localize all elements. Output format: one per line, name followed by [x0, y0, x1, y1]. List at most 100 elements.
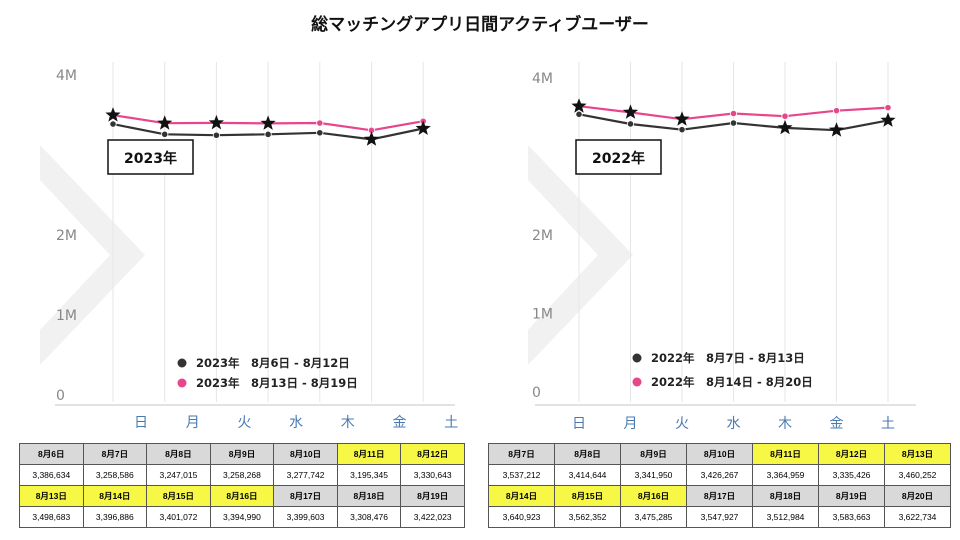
year-badge: 2023年: [124, 150, 177, 167]
value-cell: 3,401,072: [146, 506, 211, 528]
date-cell: 8月6日: [19, 443, 84, 465]
date-cell: 8月13日: [19, 485, 84, 507]
date-cell: 8月7日: [488, 443, 555, 465]
date-cell: 8月7日: [82, 443, 148, 465]
data-point: [316, 129, 324, 137]
legend-marker: [632, 377, 642, 387]
star-icon: [674, 111, 690, 126]
value-cell: 3,583,663: [818, 506, 885, 528]
value-cell: 3,460,252: [884, 464, 951, 486]
legend-marker: [177, 358, 187, 368]
date-cell: 8月14日: [488, 485, 555, 507]
date-cell: 8月17日: [686, 485, 753, 507]
value-cell: 3,414,644: [554, 464, 621, 486]
date-cell: 8月14日: [82, 485, 148, 507]
legend-marker: [177, 378, 187, 388]
date-cell: 8月12日: [400, 443, 465, 465]
x-tick-label: 火: [675, 416, 689, 432]
date-cell: 8月8日: [146, 443, 211, 465]
year-badge: 2022年: [592, 150, 645, 167]
value-cell: 3,308,476: [336, 506, 402, 528]
date-cell: 8月10日: [686, 443, 753, 465]
date-cell: 8月8日: [554, 443, 621, 465]
chart-2022: 0 1M 2M 4M 2022年 2022年 8月7日 - 8月13日 2022年 8月14…: [528, 62, 916, 432]
data-point: [212, 131, 220, 139]
y-tick-label: 1M: [56, 308, 77, 324]
date-cell: 8月16日: [620, 485, 687, 507]
y-tick-label: 0: [56, 388, 65, 404]
value-cell: 3,258,586: [82, 464, 148, 486]
legend-label: 2022年 8月7日 - 8月13日: [651, 351, 805, 365]
data-point: [626, 120, 635, 128]
table-row: 8月13日 8月14日 8月15日 8月16日 8月17日 8月18日 8月19日: [19, 485, 465, 507]
y-tick-label: 0: [532, 385, 541, 401]
star-icon: [157, 115, 173, 130]
value-cell: 3,341,950: [620, 464, 687, 486]
watermark-chevron-icon: [528, 145, 633, 365]
x-tick-label: 木: [778, 416, 792, 432]
date-cell: 8月12日: [818, 443, 885, 465]
x-tick-label: 月: [624, 416, 638, 432]
value-cell: 3,335,426: [818, 464, 885, 486]
data-point: [109, 120, 117, 128]
date-cell: 8月10日: [273, 443, 338, 465]
date-cell: 8月11日: [336, 443, 402, 465]
date-cell: 8月19日: [400, 485, 465, 507]
table-row: 8月14日 8月15日 8月16日 8月17日 8月18日 8月19日 8月20日: [488, 485, 951, 507]
value-cell: 3,475,285: [620, 506, 687, 528]
x-tick-label: 土: [444, 415, 458, 431]
value-cell: 3,426,267: [686, 464, 753, 486]
data-table-2023: 8月6日 8月7日 8月8日 8月9日 8月10日 8月11日 8月12日 3,386,634…: [19, 443, 465, 528]
value-cell: 3,386,634: [19, 464, 84, 486]
table-row: 8月7日 8月8日 8月9日 8月10日 8月11日 8月12日 8月13日: [488, 443, 951, 465]
value-cell: 3,195,345: [336, 464, 402, 486]
x-tick-label: 日: [134, 415, 148, 431]
data-point: [161, 130, 169, 138]
data-point: [781, 112, 789, 120]
chart-2023: 0 1M 2M 4M 2023年 2023年 8月6日 - 8月12日 2023年 8月13…: [40, 62, 458, 431]
x-tick-label: 火: [237, 415, 251, 431]
x-tick-label: 水: [289, 415, 303, 431]
star-icon: [777, 119, 793, 135]
year-badge-box: [575, 139, 662, 175]
value-cell: 3,422,023: [400, 506, 465, 528]
page-title: 総マッチングアプリ日間アクティブユーザー: [311, 15, 649, 35]
table-row: 3,640,923 3,562,352 3,475,285 3,547,927 3,51…: [488, 506, 951, 528]
value-cell: 3,396,886: [82, 506, 148, 528]
date-cell: 8月16日: [209, 485, 275, 507]
value-cell: 3,277,742: [273, 464, 338, 486]
data-point: [832, 107, 841, 115]
star-icon: [208, 114, 224, 130]
x-tick-label: 木: [341, 415, 355, 431]
value-cell: 3,258,268: [209, 464, 275, 486]
value-cell: 3,247,015: [146, 464, 211, 486]
date-cell: 8月13日: [884, 443, 951, 465]
star-icon: [571, 98, 587, 113]
value-cell: 3,622,734: [884, 506, 951, 528]
data-point: [729, 119, 738, 127]
data-table-2022: 8月7日 8月8日 8月9日 8月10日 8月11日 8月12日 8月13日 3,537,21…: [488, 443, 951, 528]
y-tick-label: 1M: [532, 307, 553, 323]
data-point: [575, 110, 583, 118]
x-tick-label: 金: [393, 415, 407, 431]
table-row: 3,386,634 3,258,586 3,247,015 3,258,268 3,27…: [19, 464, 465, 486]
legend-marker: [632, 353, 642, 363]
value-cell: 3,640,923: [488, 506, 555, 528]
y-tick-label: 4M: [532, 71, 553, 87]
year-badge-box: [107, 139, 194, 175]
date-cell: 8月20日: [884, 485, 951, 507]
legend-label: 2023年 8月6日 - 8月12日: [196, 356, 350, 370]
value-cell: 3,330,643: [400, 464, 465, 486]
legend-label: 2023年 8月13日 - 8月19日: [196, 376, 358, 390]
value-cell: 3,364,959: [752, 464, 819, 486]
data-point: [884, 104, 892, 112]
date-cell: 8月18日: [336, 485, 402, 507]
data-point: [316, 119, 324, 127]
date-cell: 8月18日: [752, 485, 819, 507]
data-point: [678, 126, 686, 134]
x-tick-label: 水: [727, 416, 741, 432]
date-cell: 8月9日: [620, 443, 687, 465]
data-point: [729, 109, 738, 118]
date-cell: 8月15日: [554, 485, 621, 507]
date-cell: 8月15日: [146, 485, 211, 507]
